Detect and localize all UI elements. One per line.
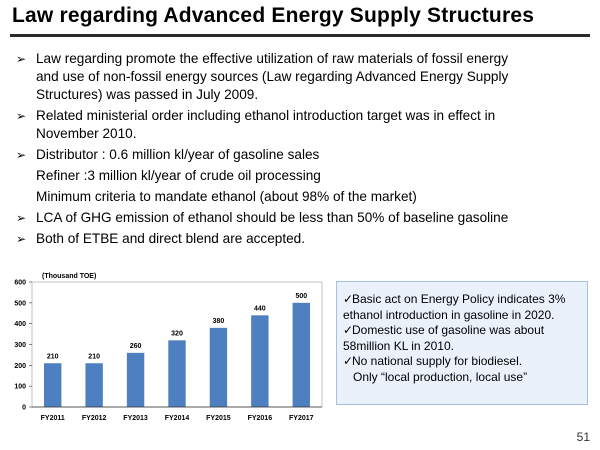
bullet-item: ➢ LCA of GHG emission of ethanol should b…	[14, 209, 584, 227]
arrow-bullet-icon: ➢	[16, 148, 27, 162]
y-tick-label: 300	[14, 342, 26, 349]
arrow-bullet-icon: ➢	[16, 52, 27, 66]
info-line: ✓Basic act on Energy Policy indicates 3%	[343, 292, 581, 308]
info-line-text: Only “local production, local use”	[353, 369, 528, 384]
ethanol-target-chart: (Thousand TOE) 0 100 200 300 400 500 600 210 FY20…	[0, 270, 330, 430]
info-line-text: Domestic use of gasoline was about	[352, 323, 545, 337]
bullet-text-line: Related ministerial order including etha…	[36, 108, 496, 123]
y-tick-label: 500	[14, 300, 26, 307]
info-line-text: Basic act on Energy Policy indicates 3%	[352, 292, 566, 306]
info-line: ethanol introduction in gasoline in 2020…	[343, 308, 581, 324]
info-line-text: ethanol introduction in gasoline in 2020…	[343, 307, 555, 322]
bar	[126, 352, 145, 407]
y-tick-label: 0	[22, 405, 26, 412]
info-line: Only “local production, local use”	[343, 370, 581, 386]
info-line: ✓Domestic use of gasoline was about	[343, 323, 581, 339]
x-tick-label: FY2015	[206, 415, 231, 422]
arrow-bullet-icon: ➢	[16, 211, 27, 225]
chart-svg: (Thousand TOE) 0 100 200 300 400 500 600 210 FY20…	[14, 273, 323, 422]
bullet-item: ➢ Law regarding promote the effective uti…	[14, 50, 584, 104]
bar	[168, 340, 186, 407]
bar	[85, 363, 103, 407]
y-tick-label: 400	[14, 321, 26, 328]
info-line-text: 58million KL in 2010.	[343, 338, 454, 353]
x-tick-label: FY2014	[165, 415, 190, 422]
bullet-text-line: Both of ETBE and direct blend are accept…	[36, 231, 306, 246]
bar-value-label: 260	[130, 343, 142, 350]
bullet-text-line: Law regarding promote the effective util…	[36, 51, 508, 66]
y-tick-label: 600	[14, 280, 26, 287]
bar-value-label: 210	[47, 353, 59, 360]
bullet-item: ➢ Both of ETBE and direct blend are accep…	[14, 230, 584, 248]
x-tick-label: FY2017	[289, 415, 314, 422]
bullet-subitem: Refiner :3 million kl/year of crude oil …	[14, 167, 584, 185]
x-tick-label: FY2016	[248, 415, 273, 422]
x-tick-label: FY2011	[41, 415, 65, 422]
bullet-text-line: Refiner :3 million kl/year of crude oil …	[36, 168, 321, 183]
bullet-list: ➢ Law regarding promote the effective uti…	[14, 50, 584, 251]
y-tick-label: 200	[14, 363, 26, 370]
bar	[292, 302, 310, 407]
page-number: 51	[576, 430, 590, 444]
arrow-bullet-icon: ➢	[16, 232, 27, 246]
bullet-text-line: Structures) was passed in July 2009.	[36, 87, 259, 102]
arrow-bullet-icon: ➢	[16, 109, 27, 123]
slide-title: Law regarding Advanced Energy Supply Str…	[12, 4, 535, 27]
bar-value-label: 320	[171, 330, 183, 337]
bullet-item: ➢ Distributor : 0.6 million kl/year of ga…	[14, 146, 584, 164]
info-box: ✓Basic act on Energy Policy indicates 3%…	[336, 281, 588, 405]
info-line: 58million KL in 2010.	[343, 339, 581, 355]
bullet-text-line: and use of non-fossil energy sources (La…	[36, 69, 509, 84]
bar	[209, 327, 228, 407]
x-tick-label: FY2012	[82, 415, 107, 422]
y-axis-unit-label: (Thousand TOE)	[42, 273, 96, 280]
bar-value-label: 210	[88, 353, 100, 360]
checkmark-icon: ✓	[343, 292, 354, 306]
bar-value-label: 500	[295, 293, 307, 300]
x-tick-label: FY2013	[123, 415, 148, 422]
bullet-text-line: LCA of GHG emission of ethanol should be…	[36, 210, 509, 225]
checkmark-icon: ✓	[343, 323, 354, 337]
title-underline	[10, 34, 590, 37]
bullet-text-line: Minimum criteria to mandate ethanol (abo…	[36, 189, 417, 204]
bar	[44, 363, 62, 407]
bullet-text-line: November 2010.	[36, 126, 137, 141]
y-tick-label: 100	[14, 384, 26, 391]
bar-value-label: 440	[254, 305, 266, 312]
checkmark-icon: ✓	[343, 354, 354, 368]
bullet-subitem: Minimum criteria to mandate ethanol (abo…	[14, 188, 584, 206]
bullet-item: ➢ Related ministerial order including eth…	[14, 107, 584, 143]
bullet-text-line: Distributor : 0.6 million kl/year of gas…	[36, 147, 320, 162]
bar-value-label: 380	[213, 318, 225, 325]
bar	[251, 315, 269, 407]
info-line: ✓No national supply for biodiesel.	[343, 354, 581, 370]
info-line-text: No national supply for biodiesel.	[352, 354, 523, 368]
